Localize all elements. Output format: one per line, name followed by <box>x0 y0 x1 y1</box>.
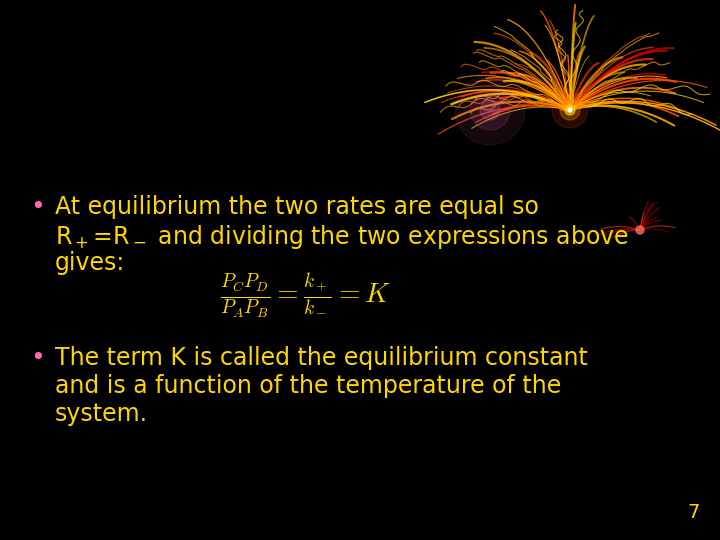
Text: •: • <box>30 346 45 370</box>
Circle shape <box>636 226 644 234</box>
Circle shape <box>455 75 525 145</box>
Text: and is a function of the temperature of the: and is a function of the temperature of … <box>55 374 562 398</box>
Circle shape <box>568 108 572 112</box>
Circle shape <box>470 90 510 130</box>
Text: R$_+$=R$_-$ and dividing the two expressions above: R$_+$=R$_-$ and dividing the two express… <box>55 223 629 251</box>
Text: •: • <box>30 195 45 219</box>
Circle shape <box>565 105 575 115</box>
Text: 7: 7 <box>688 503 700 522</box>
Text: gives:: gives: <box>55 251 125 275</box>
Circle shape <box>560 100 580 120</box>
Text: At equilibrium the two rates are equal so: At equilibrium the two rates are equal s… <box>55 195 539 219</box>
Text: $\frac{P_C P_D}{P_A P_B} = \frac{k_+}{k_-} = K$: $\frac{P_C P_D}{P_A P_B} = \frac{k_+}{k_… <box>220 271 392 319</box>
Circle shape <box>480 100 500 120</box>
Text: The term K is called the equilibrium constant: The term K is called the equilibrium con… <box>55 346 588 370</box>
Text: system.: system. <box>55 402 148 426</box>
Circle shape <box>552 92 588 128</box>
